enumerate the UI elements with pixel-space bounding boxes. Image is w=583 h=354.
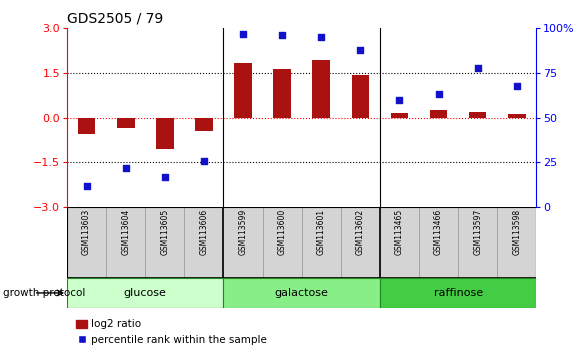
Point bbox=[199, 158, 209, 164]
Text: GSM113600: GSM113600 bbox=[278, 209, 287, 256]
Bar bbox=[497, 207, 536, 278]
Legend: log2 ratio, percentile rank within the sample: log2 ratio, percentile rank within the s… bbox=[72, 315, 271, 349]
Point bbox=[82, 183, 92, 188]
Bar bbox=[352, 74, 369, 118]
Text: raffinose: raffinose bbox=[434, 288, 483, 298]
Bar bbox=[312, 59, 330, 118]
Point bbox=[473, 65, 482, 70]
Bar bbox=[262, 207, 302, 278]
Text: growth protocol: growth protocol bbox=[3, 288, 85, 298]
Point bbox=[238, 31, 248, 36]
Text: GSM113598: GSM113598 bbox=[512, 209, 521, 255]
Bar bbox=[78, 118, 96, 134]
Text: GSM113605: GSM113605 bbox=[160, 209, 169, 256]
Bar bbox=[67, 278, 223, 308]
Text: GSM113597: GSM113597 bbox=[473, 209, 482, 256]
Bar bbox=[156, 118, 174, 149]
Bar bbox=[380, 278, 536, 308]
Bar bbox=[430, 110, 447, 118]
Bar bbox=[223, 207, 262, 278]
Text: GSM113599: GSM113599 bbox=[238, 209, 248, 256]
Bar bbox=[234, 63, 252, 118]
Bar bbox=[341, 207, 380, 278]
Text: GSM113604: GSM113604 bbox=[121, 209, 130, 256]
Bar bbox=[117, 118, 135, 128]
Point bbox=[434, 92, 443, 97]
Bar bbox=[508, 114, 526, 118]
Bar bbox=[469, 112, 486, 118]
Bar bbox=[273, 69, 291, 118]
Text: GSM113603: GSM113603 bbox=[82, 209, 91, 256]
Text: glucose: glucose bbox=[124, 288, 167, 298]
Bar bbox=[223, 278, 380, 308]
Bar bbox=[145, 207, 184, 278]
Bar bbox=[391, 113, 408, 118]
Bar bbox=[458, 207, 497, 278]
Text: GSM113465: GSM113465 bbox=[395, 209, 404, 256]
Point bbox=[121, 165, 131, 171]
Bar bbox=[67, 207, 106, 278]
Text: galactose: galactose bbox=[275, 288, 329, 298]
Text: GSM113601: GSM113601 bbox=[317, 209, 326, 255]
Bar bbox=[195, 118, 213, 131]
Point bbox=[160, 174, 170, 179]
Text: GDS2505 / 79: GDS2505 / 79 bbox=[67, 12, 163, 26]
Bar bbox=[106, 207, 145, 278]
Text: GSM113606: GSM113606 bbox=[199, 209, 209, 256]
Point bbox=[356, 47, 365, 53]
Bar bbox=[302, 207, 341, 278]
Bar bbox=[419, 207, 458, 278]
Point bbox=[278, 33, 287, 38]
Bar bbox=[184, 207, 223, 278]
Text: GSM113602: GSM113602 bbox=[356, 209, 365, 255]
Point bbox=[395, 97, 404, 103]
Text: GSM113466: GSM113466 bbox=[434, 209, 443, 256]
Point bbox=[317, 34, 326, 40]
Point bbox=[512, 83, 521, 88]
Bar bbox=[380, 207, 419, 278]
